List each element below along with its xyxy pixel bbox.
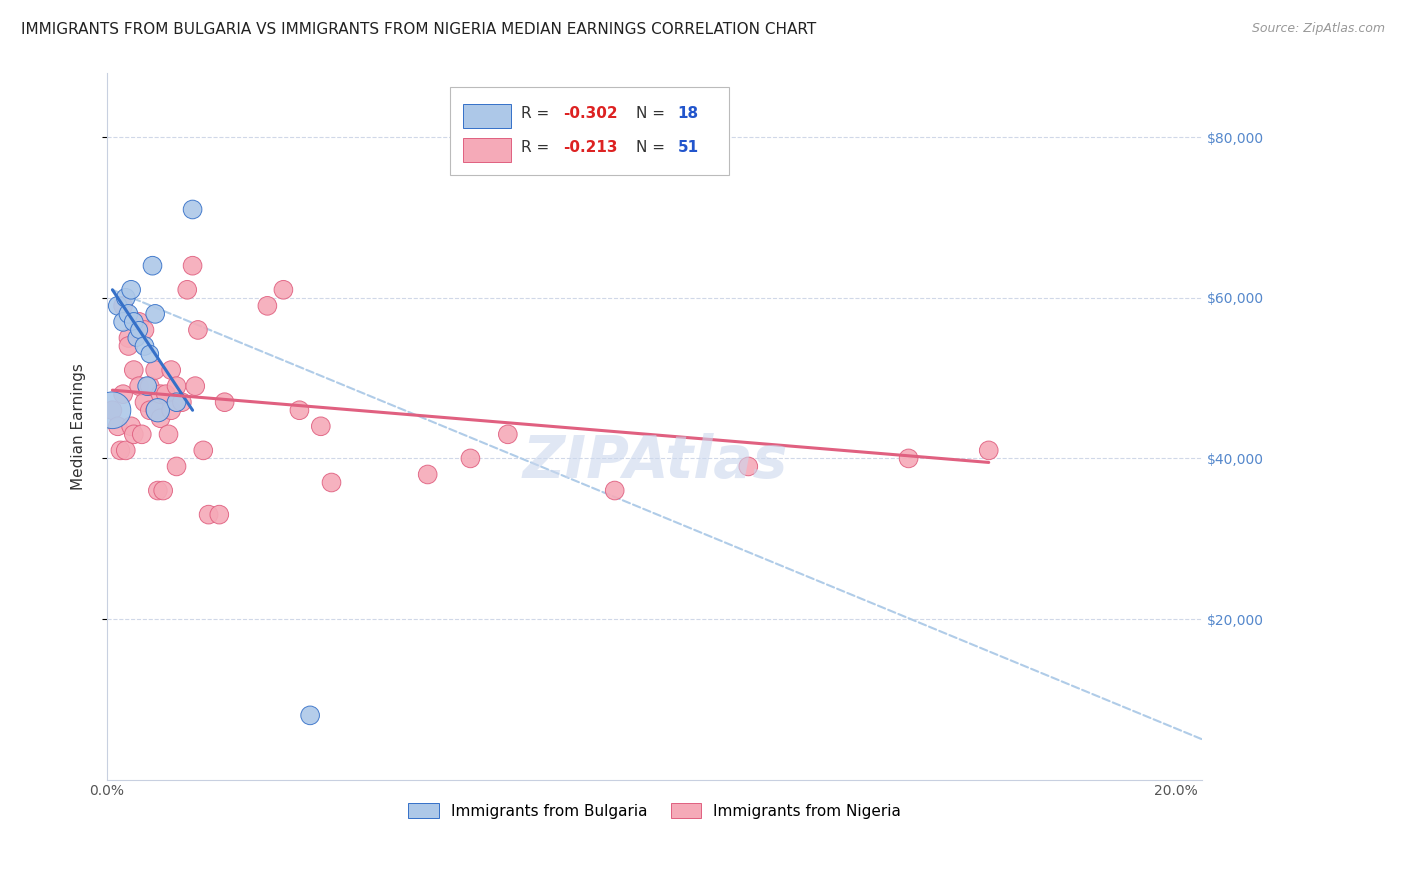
Point <box>321 475 343 490</box>
Point <box>146 403 169 417</box>
Text: ZIPAtlas: ZIPAtlas <box>522 434 787 490</box>
Point <box>152 483 174 498</box>
Point <box>157 427 180 442</box>
Point <box>114 443 136 458</box>
Text: -0.302: -0.302 <box>562 106 617 121</box>
Point <box>149 411 172 425</box>
Point <box>143 363 166 377</box>
Point <box>117 307 139 321</box>
Point <box>114 291 136 305</box>
Point <box>134 395 156 409</box>
Point <box>128 379 150 393</box>
Point <box>122 427 145 442</box>
Point <box>128 323 150 337</box>
Text: -0.213: -0.213 <box>562 140 617 155</box>
Point <box>273 283 295 297</box>
Point <box>187 323 209 337</box>
Point <box>122 315 145 329</box>
Point <box>101 403 124 417</box>
Point <box>131 427 153 442</box>
Legend: Immigrants from Bulgaria, Immigrants from Nigeria: Immigrants from Bulgaria, Immigrants fro… <box>402 797 907 825</box>
Point <box>139 347 162 361</box>
Point <box>288 403 311 417</box>
Point <box>112 387 135 401</box>
Text: Source: ZipAtlas.com: Source: ZipAtlas.com <box>1251 22 1385 36</box>
Point <box>128 315 150 329</box>
Point <box>170 395 193 409</box>
Point <box>181 202 204 217</box>
Point <box>139 403 162 417</box>
Point <box>166 395 188 409</box>
Point <box>122 363 145 377</box>
Point <box>117 331 139 345</box>
Point <box>977 443 1000 458</box>
Point <box>155 387 177 401</box>
Text: R =: R = <box>522 106 554 121</box>
Point <box>146 483 169 498</box>
Point <box>136 379 159 393</box>
Point <box>117 339 139 353</box>
Point <box>166 459 188 474</box>
Text: 51: 51 <box>678 140 699 155</box>
Point <box>184 379 207 393</box>
FancyBboxPatch shape <box>463 138 512 162</box>
Point <box>309 419 332 434</box>
FancyBboxPatch shape <box>450 87 730 176</box>
Point <box>107 299 129 313</box>
Point <box>134 339 156 353</box>
Point <box>256 299 278 313</box>
Point <box>112 315 135 329</box>
Point <box>120 283 142 297</box>
Point <box>197 508 219 522</box>
Point <box>460 451 482 466</box>
Point <box>897 451 920 466</box>
Point <box>139 379 162 393</box>
Point <box>193 443 215 458</box>
Text: N =: N = <box>636 106 671 121</box>
Point <box>176 283 198 297</box>
Point <box>141 259 163 273</box>
Text: N =: N = <box>636 140 671 155</box>
Point <box>160 363 183 377</box>
Text: IMMIGRANTS FROM BULGARIA VS IMMIGRANTS FROM NIGERIA MEDIAN EARNINGS CORRELATION : IMMIGRANTS FROM BULGARIA VS IMMIGRANTS F… <box>21 22 817 37</box>
Y-axis label: Median Earnings: Median Earnings <box>72 363 86 490</box>
Point <box>166 379 188 393</box>
Point <box>143 307 166 321</box>
Point <box>603 483 626 498</box>
Point <box>214 395 236 409</box>
Text: 18: 18 <box>678 106 699 121</box>
Point <box>112 299 135 313</box>
Point <box>496 427 519 442</box>
Point <box>143 403 166 417</box>
Text: R =: R = <box>522 140 554 155</box>
Point <box>160 403 183 417</box>
Point <box>181 259 204 273</box>
Point <box>134 323 156 337</box>
Point <box>120 419 142 434</box>
Point <box>125 331 148 345</box>
Point <box>107 419 129 434</box>
Point <box>208 508 231 522</box>
Point <box>737 459 759 474</box>
Point <box>149 387 172 401</box>
Point <box>416 467 439 482</box>
Point <box>101 403 124 417</box>
Point <box>110 443 132 458</box>
FancyBboxPatch shape <box>463 104 512 128</box>
Point <box>299 708 322 723</box>
